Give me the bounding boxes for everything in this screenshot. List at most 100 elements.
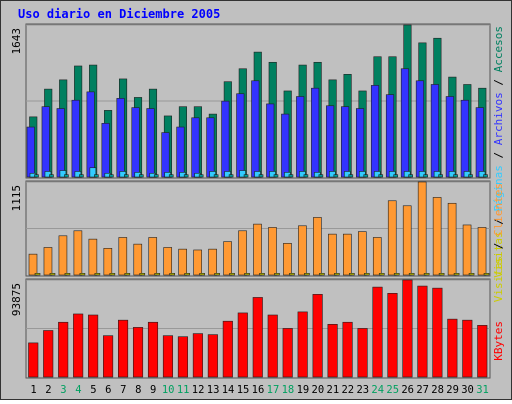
- x-label-13: 13: [207, 384, 220, 396]
- x-label-23: 23: [356, 384, 369, 396]
- bar-kbytes-20: [312, 294, 323, 378]
- bar-visits-5: [89, 167, 97, 178]
- bar-files-12: [191, 117, 200, 178]
- bar-kbytes-1: [28, 342, 39, 378]
- bar-clients-2: [43, 247, 53, 276]
- x-label-26: 26: [401, 384, 414, 396]
- bar-visitors-11: [184, 273, 190, 276]
- bar-clients-20: [313, 217, 322, 276]
- bar-kbytes-18: [282, 328, 293, 378]
- x-label-24: 24: [371, 384, 384, 396]
- bar-clients-19: [298, 225, 307, 276]
- bar-files-24: [370, 85, 380, 178]
- bar-files-17: [266, 103, 275, 178]
- bar-files-25: [385, 94, 395, 178]
- bar-visitors-6: [109, 273, 116, 276]
- bar-clients-31: [477, 227, 487, 276]
- bar-files-10: [161, 132, 170, 178]
- bar-kbytes-24: [372, 286, 383, 378]
- bar-visitors-4: [79, 273, 86, 276]
- bar-pages-14: [228, 174, 234, 178]
- x-label-11: 11: [177, 384, 190, 396]
- bar-clients-5: [88, 238, 98, 276]
- bar-visits-30: [463, 171, 471, 178]
- bar-pages-24: [378, 174, 384, 178]
- bar-files-23: [355, 108, 365, 178]
- bar-files-1: [26, 126, 35, 178]
- bar-pages-10: [168, 174, 174, 178]
- bar-visits-31: [478, 171, 486, 178]
- bar-visits-4: [74, 171, 82, 178]
- legend-1-item-0: Visitas: [492, 231, 505, 277]
- bar-pages-19: [303, 174, 309, 178]
- ymax-label-1: 1643: [10, 28, 23, 55]
- bar-visits-27: [418, 171, 426, 178]
- bar-pages-16: [258, 174, 264, 178]
- bar-pages-21: [333, 174, 339, 178]
- bar-kbytes-5: [88, 314, 99, 378]
- bar-visitors-2: [49, 273, 56, 276]
- x-label-30: 30: [461, 384, 474, 396]
- bar-visitors-12: [199, 273, 205, 276]
- bar-kbytes-8: [132, 327, 144, 378]
- bar-visitors-23: [363, 273, 370, 276]
- bar-visitors-1: [34, 273, 41, 276]
- bar-pages-1: [34, 174, 39, 178]
- x-label-28: 28: [431, 384, 444, 396]
- bar-pages-31: [483, 174, 488, 178]
- bar-pages-29: [453, 174, 458, 178]
- bar-visitors-26: [408, 273, 415, 276]
- bar-visits-7: [119, 171, 127, 178]
- bar-files-11: [176, 126, 185, 178]
- bar-files-6: [101, 123, 110, 178]
- bar-visits-16: [254, 171, 261, 178]
- bar-kbytes-26: [402, 279, 413, 378]
- bar-files-16: [251, 80, 260, 178]
- bar-visitors-30: [468, 273, 475, 276]
- bar-visitors-27: [423, 273, 430, 276]
- bar-pages-7: [124, 174, 129, 178]
- x-label-16: 16: [252, 384, 265, 396]
- bar-visits-19: [299, 171, 306, 178]
- bar-visits-3: [59, 170, 67, 178]
- bar-kbytes-11: [177, 336, 188, 378]
- bar-visitors-14: [229, 273, 235, 276]
- bar-visitors-16: [259, 273, 265, 276]
- bar-visitors-22: [349, 273, 355, 276]
- bar-kbytes-27: [417, 285, 428, 378]
- bar-kbytes-28: [432, 287, 443, 378]
- x-label-19: 19: [297, 384, 310, 396]
- bar-kbytes-30: [462, 319, 473, 378]
- bar-clients-10: [163, 247, 173, 276]
- bar-clients-14: [223, 241, 232, 276]
- x-label-20: 20: [312, 384, 325, 396]
- x-label-31: 31: [476, 384, 489, 396]
- bar-pages-28: [438, 174, 443, 178]
- x-label-9: 9: [150, 384, 156, 396]
- bar-pages-17: [273, 174, 279, 178]
- x-label-21: 21: [327, 384, 340, 396]
- bar-visitors-7: [124, 273, 131, 276]
- x-axis-labels: 1 2 3 4 5 6 7 8 9 10 11 12 13 14 15 16 17 18 19 20 21 22 23 24 2…: [30, 384, 489, 396]
- bar-files-29: [445, 96, 454, 178]
- bar-pages-9: [153, 174, 159, 178]
- x-label-27: 27: [416, 384, 429, 396]
- x-label-7: 7: [120, 384, 126, 396]
- bar-visits-15: [239, 170, 246, 178]
- bar-kbytes-21: [327, 324, 338, 378]
- bar-pages-15: [243, 174, 249, 178]
- bar-visitors-5: [94, 273, 101, 276]
- bar-clients-27: [417, 181, 427, 276]
- bar-files-9: [146, 108, 155, 178]
- legend-1-item-4: Archivos: [492, 92, 505, 145]
- x-label-6: 6: [105, 384, 111, 396]
- bar-visits-14: [224, 171, 231, 178]
- bar-visits-23: [358, 171, 366, 178]
- bar-visits-24: [373, 171, 381, 178]
- bar-visitors-3: [64, 273, 71, 276]
- bar-clients-30: [462, 224, 472, 276]
- x-label-8: 8: [135, 384, 141, 396]
- bar-kbytes-16: [252, 297, 263, 378]
- legend-2-item-1: /: [492, 236, 505, 256]
